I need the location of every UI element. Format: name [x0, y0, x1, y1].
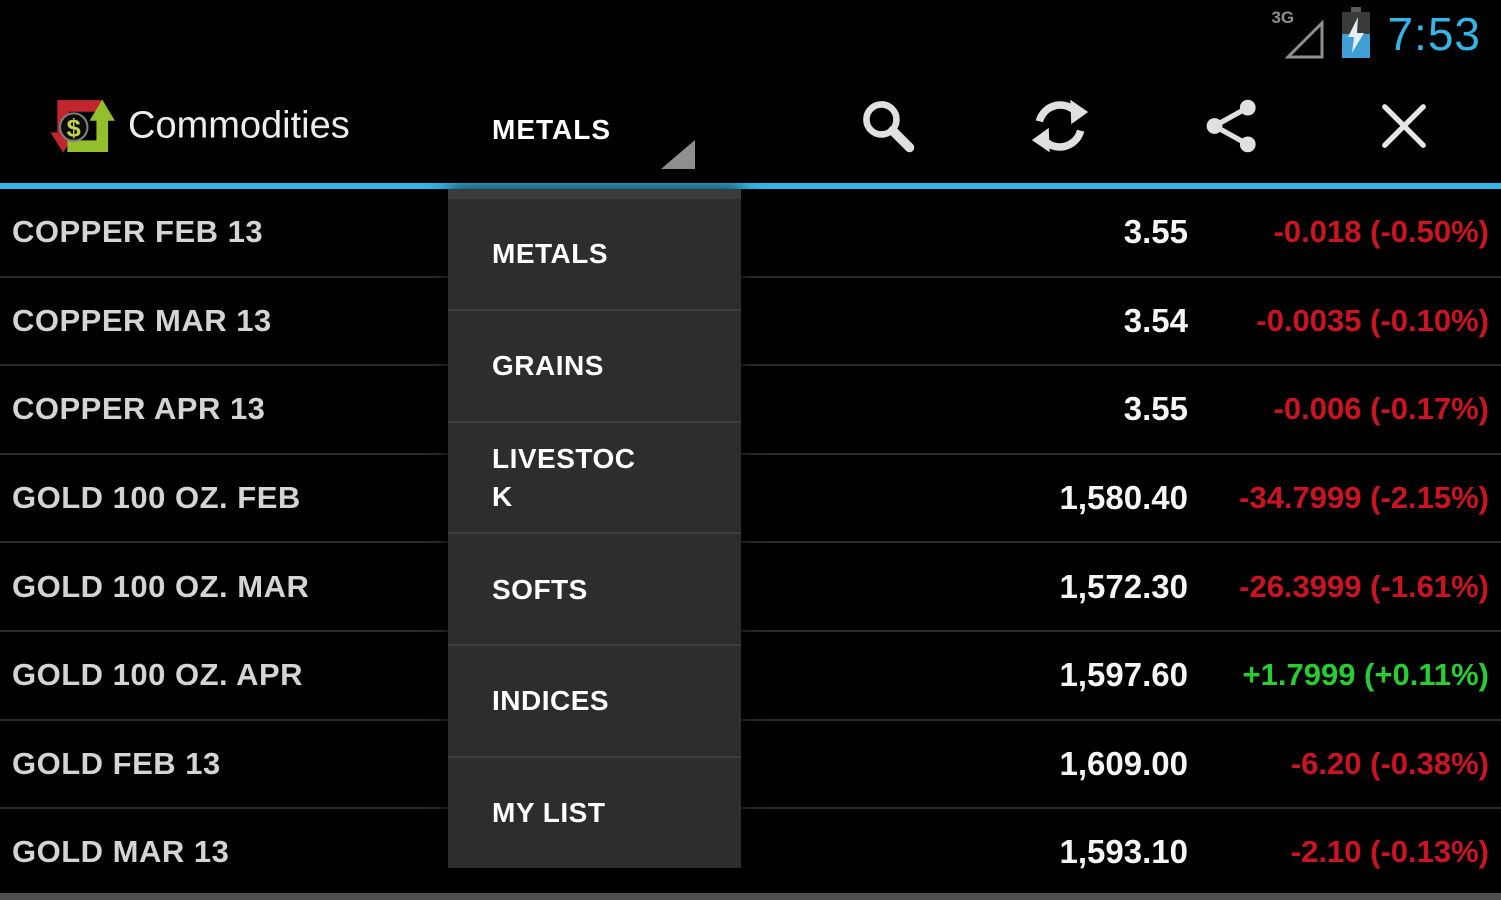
commodity-price: 1,597.60: [1059, 656, 1188, 694]
battery-charging-icon: [1342, 7, 1371, 58]
commodity-price: 1,580.40: [1059, 479, 1188, 517]
commodity-change: -0.0035 (-0.10%): [1256, 302, 1489, 338]
dropdown-item-softs[interactable]: SOFTS: [448, 534, 741, 647]
action-bar: $ Commodities METALS: [0, 68, 1501, 183]
close-icon: [1382, 103, 1426, 148]
search-button[interactable]: [858, 96, 918, 156]
dropdown-item-livestock[interactable]: LIVESTOC K: [448, 423, 741, 535]
dropdown-item-label: INDICES: [492, 685, 610, 717]
table-row[interactable]: GOLD MAR 13 1,593.10 -2.10 (-0.13%): [0, 809, 1501, 898]
svg-text:$: $: [67, 115, 81, 143]
commodity-name: GOLD FEB 13: [12, 745, 221, 781]
dropdown-item-label: GRAINS: [492, 349, 604, 381]
table-row[interactable]: COPPER MAR 13 3.54 -0.0035 (-0.10%): [0, 277, 1501, 367]
signal-triangle-icon: 3G: [1271, 6, 1325, 62]
dropdown-item-grains[interactable]: GRAINS: [448, 311, 741, 423]
commodity-price: 1,593.10: [1059, 833, 1188, 871]
commodity-change: -2.10 (-0.13%): [1290, 834, 1489, 870]
commodity-name: GOLD 100 OZ. APR: [12, 657, 304, 693]
category-spinner[interactable]: METALS: [448, 68, 741, 183]
table-row[interactable]: GOLD 100 OZ. MAR 1,572.30 -26.3999 (-1.6…: [0, 543, 1501, 632]
dropdown-item-label: METALS: [492, 238, 609, 270]
dropdown-item-label: LIVESTOC: [492, 442, 636, 474]
share-icon: [1206, 99, 1256, 152]
commodity-price: 3.55: [1123, 213, 1188, 251]
dropdown-item-indices[interactable]: INDICES: [448, 646, 741, 759]
commodity-change: -0.006 (-0.17%): [1273, 391, 1489, 427]
commodity-name: COPPER MAR 13: [12, 302, 272, 338]
table-row[interactable]: GOLD 100 OZ. APR 1,597.60 +1.7999 (+0.11…: [0, 631, 1501, 721]
category-dropdown: METALS GRAINS LIVESTOC K SOFTS INDICES M…: [448, 189, 741, 868]
app-logo-arrows-dollar-icon[interactable]: $: [42, 86, 116, 164]
commodity-name: COPPER APR 13: [12, 391, 266, 427]
dropdown-item-metals[interactable]: METALS: [448, 199, 741, 311]
commodity-change: -34.7999 (-2.15%): [1239, 480, 1489, 516]
commodity-change: +1.7999 (+0.11%): [1242, 657, 1489, 693]
category-spinner-value: METALS: [492, 114, 612, 145]
search-icon: [863, 100, 915, 152]
commodity-price: 3.54: [1123, 301, 1188, 339]
commodity-name: GOLD 100 OZ. FEB: [12, 480, 301, 516]
commodity-price: 3.55: [1123, 390, 1188, 428]
commodity-price: 1,572.30: [1059, 567, 1188, 605]
actionbar-accent-underline: [0, 183, 1501, 189]
table-row[interactable]: COPPER APR 13 3.55 -0.006 (-0.17%): [0, 366, 1501, 455]
signal-triangle-icon: [1285, 20, 1324, 59]
dropdown-item-label-line2: K: [492, 480, 513, 512]
commodity-change: -26.3999 (-1.61%): [1239, 568, 1489, 604]
table-row[interactable]: GOLD 100 OZ. FEB 1,580.40 -34.7999 (-2.1…: [0, 454, 1501, 544]
table-row[interactable]: GOLD FEB 13 1,609.00 -6.20 (-0.38%): [0, 720, 1501, 810]
dropdown-caret-icon: [661, 140, 695, 169]
screen-bottom-edge: [0, 893, 1501, 900]
close-button[interactable]: [1374, 96, 1434, 156]
commodity-change: -6.20 (-0.38%): [1290, 745, 1489, 781]
commodity-change: -0.018 (-0.50%): [1273, 214, 1489, 250]
commodity-name: GOLD MAR 13: [12, 834, 230, 870]
dropdown-item-my-list[interactable]: MY LIST: [448, 758, 741, 868]
commodity-name: COPPER FEB 13: [12, 214, 264, 250]
share-button[interactable]: [1202, 96, 1262, 156]
commodity-name: GOLD 100 OZ. MAR: [12, 568, 310, 604]
refresh-button[interactable]: [1030, 96, 1090, 156]
table-row[interactable]: COPPER FEB 13 3.55 -0.018 (-0.50%): [0, 189, 1501, 278]
page-title: Commodities: [128, 104, 350, 146]
network-type-label: 3G: [1271, 8, 1295, 27]
refresh-icon: [1031, 99, 1089, 152]
dropdown-item-label: MY LIST: [492, 797, 606, 829]
commodity-list: COPPER FEB 13 3.55 -0.018 (-0.50%) COPPE…: [0, 189, 1501, 898]
status-bar: 3G 7:53: [0, 0, 1501, 68]
dropdown-item-label: SOFTS: [492, 573, 588, 605]
clock: 7:53: [1387, 8, 1481, 60]
action-bar-buttons: [858, 68, 1434, 183]
commodity-price: 1,609.00: [1059, 744, 1188, 782]
